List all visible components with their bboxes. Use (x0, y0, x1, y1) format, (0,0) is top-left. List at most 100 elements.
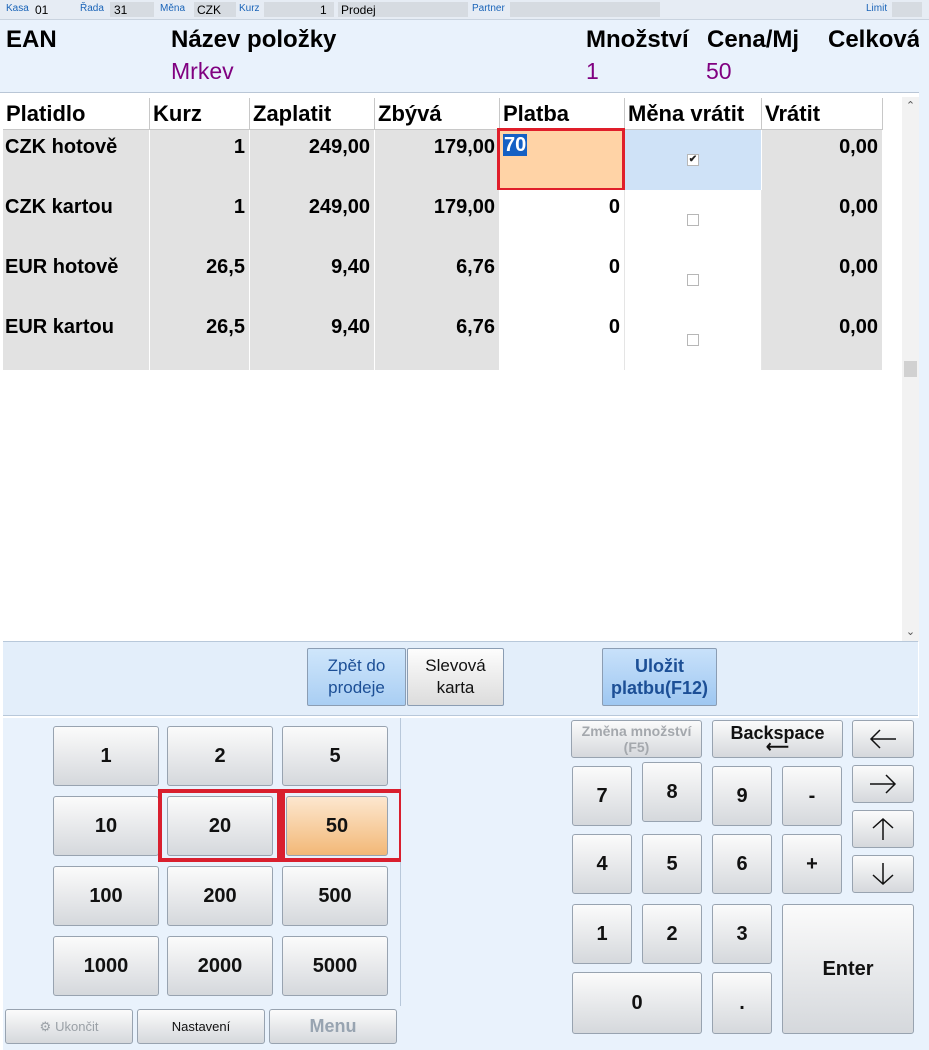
key-decimal[interactable]: . (712, 972, 772, 1034)
amount-20-button[interactable]: 20 (167, 796, 273, 856)
backspace-arrow-icon: ⟵ (766, 739, 789, 756)
amount-100-button[interactable]: 100 (53, 866, 159, 926)
cell-vratit: 0,00 (762, 190, 883, 250)
quick-amount-panel: 1 2 5 10 20 50 100 200 500 1000 2000 500… (3, 718, 401, 1008)
col-vratit[interactable]: Vrátit (762, 98, 883, 130)
item-qty: 1 (586, 58, 599, 84)
mena-vratit-checkbox[interactable] (687, 274, 699, 286)
cell-zaplatit: 9,40 (250, 250, 375, 310)
table-row[interactable]: EUR hotově 26,5 9,40 6,76 0 0,00 (3, 250, 883, 310)
table-row[interactable]: EUR kartou 26,5 9,40 6,76 0 0,00 (3, 310, 883, 370)
cell-zbyva: 179,00 (375, 130, 500, 190)
key-minus[interactable]: - (782, 766, 842, 826)
arrow-left-icon (869, 729, 896, 749)
arrow-up-icon (872, 817, 894, 840)
amount-5-button[interactable]: 5 (282, 726, 388, 786)
slevova-karta-button[interactable]: Slevová karta (407, 648, 504, 706)
col-zaplatit[interactable]: Zaplatit (250, 98, 375, 130)
amount-50-button[interactable]: 50 (286, 796, 388, 856)
amount-2-button[interactable]: 2 (167, 726, 273, 786)
ulozit-platbu-button[interactable]: Uložit platbu(F12) (602, 648, 717, 706)
col-platidlo[interactable]: Platidlo (3, 98, 150, 130)
rada-value: 31 (114, 3, 128, 17)
status-bar: Kasa 01 Řada 31 Měna CZK Kurz 1 Prodej P… (0, 0, 929, 20)
mode-value: Prodej (341, 3, 376, 17)
arrow-down-icon (872, 863, 894, 886)
celkova-heading: Celková (828, 26, 921, 53)
cell-zbyva: 6,76 (375, 250, 500, 310)
backspace-button[interactable]: Backspace ⟵ (712, 720, 843, 758)
col-zbyva[interactable]: Zbývá (375, 98, 500, 130)
arrow-up-button[interactable] (852, 810, 914, 848)
arrow-right-button[interactable] (852, 765, 914, 803)
key-9[interactable]: 9 (712, 766, 772, 826)
numeric-keypad: Změna množství (F5) Backspace ⟵ 7 8 9 - 4… (401, 718, 919, 1050)
cell-zaplatit: 9,40 (250, 310, 375, 370)
cell-zbyva: 6,76 (375, 310, 500, 370)
key-6[interactable]: 6 (712, 834, 772, 894)
backspace-label: Backspace (730, 723, 825, 743)
table-scrollbar[interactable]: ⌃ ⌄ (902, 97, 919, 642)
kasa-label: Kasa (6, 3, 29, 14)
scroll-down-icon[interactable]: ⌄ (905, 626, 916, 638)
nazev-heading: Název položky (171, 26, 337, 53)
zmena-mnozstvi-button[interactable]: Změna množství (F5) (571, 720, 702, 758)
col-platba[interactable]: Platba (500, 98, 625, 130)
kurz-label: Kurz (239, 3, 260, 14)
amount-10-button[interactable]: 10 (53, 796, 159, 856)
cell-platidlo: EUR hotově (3, 250, 150, 310)
cena-heading: Cena/Mj (707, 26, 800, 53)
cell-platba[interactable]: 0 (500, 190, 625, 250)
amount-200-button[interactable]: 200 (167, 866, 273, 926)
cell-platba[interactable]: 0 (500, 250, 625, 310)
key-plus[interactable]: + (782, 834, 842, 894)
cell-platba[interactable]: 0 (500, 310, 625, 370)
platba-value[interactable]: 70 (503, 134, 528, 156)
kurz-value: 1 (320, 3, 327, 17)
scroll-up-icon[interactable]: ⌃ (905, 100, 916, 112)
key-0[interactable]: 0 (572, 972, 702, 1034)
cell-mena-vratit[interactable] (625, 250, 762, 310)
bottom-toolbar: ⚙ Ukončit Nastavení Menu (3, 1006, 401, 1050)
mena-vratit-checkbox[interactable]: ✔ (687, 154, 699, 166)
menu-button[interactable]: Menu (269, 1009, 397, 1044)
rada-label: Řada (80, 3, 104, 14)
ukoncit-label: Ukončit (55, 1019, 99, 1034)
key-8[interactable]: 8 (642, 762, 702, 822)
zpet-do-prodeje-button[interactable]: Zpět do prodeje (307, 648, 406, 706)
key-2[interactable]: 2 (642, 904, 702, 964)
cell-mena-vratit[interactable] (625, 310, 762, 370)
amount-2000-button[interactable]: 2000 (167, 936, 273, 996)
mena-value: CZK (197, 3, 221, 17)
amount-1000-button[interactable]: 1000 (53, 936, 159, 996)
nastaveni-button[interactable]: Nastavení (137, 1009, 265, 1044)
key-4[interactable]: 4 (572, 834, 632, 894)
ukoncit-button[interactable]: ⚙ Ukončit (5, 1009, 133, 1044)
table-row[interactable]: CZK kartou 1 249,00 179,00 0 0,00 (3, 190, 883, 250)
cell-vratit: 0,00 (762, 130, 883, 190)
arrow-left-button[interactable] (852, 720, 914, 758)
cell-platba-input[interactable]: 70 (497, 128, 625, 191)
amount-5000-button[interactable]: 5000 (282, 936, 388, 996)
mena-vratit-checkbox[interactable] (687, 334, 699, 346)
col-mena-vratit[interactable]: Měna vrátit (625, 98, 762, 130)
mena-label: Měna (160, 3, 186, 14)
mena-vratit-checkbox[interactable] (687, 214, 699, 226)
scroll-thumb[interactable] (904, 361, 917, 377)
key-3[interactable]: 3 (712, 904, 772, 964)
key-1[interactable]: 1 (572, 904, 632, 964)
cell-vratit: 0,00 (762, 310, 883, 370)
cell-kurz: 1 (150, 190, 250, 250)
amount-1-button[interactable]: 1 (53, 726, 159, 786)
col-kurz[interactable]: Kurz (150, 98, 250, 130)
enter-button[interactable]: Enter (782, 904, 914, 1034)
table-row[interactable]: CZK hotově 1 249,00 179,00 70 ✔ 0,00 (3, 128, 883, 191)
cell-zaplatit: 249,00 (250, 190, 375, 250)
key-5[interactable]: 5 (642, 834, 702, 894)
cell-mena-vratit[interactable]: ✔ (625, 130, 762, 190)
key-7[interactable]: 7 (572, 766, 632, 826)
arrow-down-button[interactable] (852, 855, 914, 893)
amount-500-button[interactable]: 500 (282, 866, 388, 926)
item-header: EAN Název položky Množství Cena/Mj Celko… (0, 20, 929, 93)
cell-mena-vratit[interactable] (625, 190, 762, 250)
